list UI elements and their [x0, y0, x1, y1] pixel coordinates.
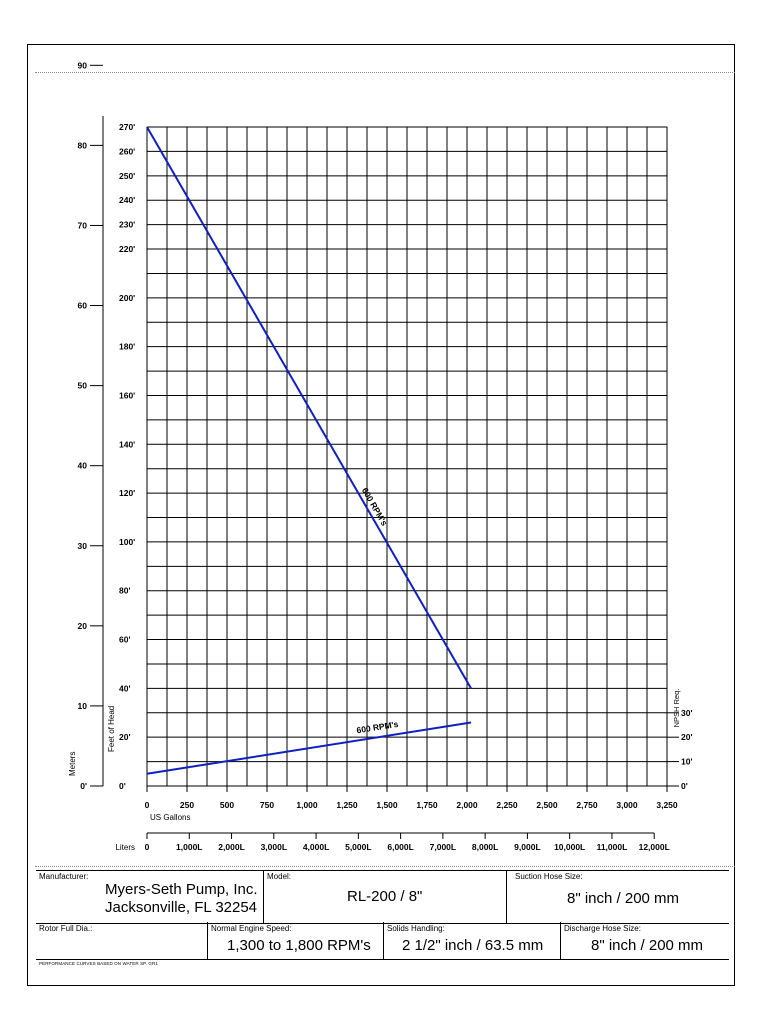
feet-tick-label: 80' — [119, 586, 130, 596]
solids-value: 2 1/2" inch / 63.5 mm — [402, 937, 544, 954]
feet-tick-label: 230' — [119, 220, 135, 230]
discharge-value: 8" inch / 200 mm — [591, 937, 704, 954]
gallons-tick-label: 3,000 — [616, 800, 638, 810]
liters-tick-label: 6,000L — [387, 842, 413, 852]
liters-tick-label: 3,000L — [261, 842, 287, 852]
top-divider — [35, 72, 735, 73]
discharge-label: Discharge Hose Size: — [564, 924, 641, 933]
solids-label: Solids Handling: — [387, 924, 445, 933]
meters-tick-label: 90 — [78, 60, 88, 70]
spec-row-1: Manufacturer: Myers-Seth Pump, Inc. Jack… — [36, 870, 729, 924]
engine-speed-cell: Normal Engine Speed: 1,300 to 1,800 RPM'… — [208, 922, 384, 959]
feet-tick-label: 40' — [119, 683, 130, 693]
feet-tick-label: 0' — [119, 781, 126, 791]
spec-row-3: PERFORMANCE CURVES BASED ON WATER SP. GR… — [36, 959, 729, 977]
liters-tick-label: 10,000L — [554, 842, 585, 852]
gallons-axis-title: US Gallons — [150, 813, 190, 822]
feet-tick-label: 60' — [119, 635, 130, 645]
liters-tick-label: 12,000L — [639, 842, 670, 852]
spec-row-2: Rotor Full Dia.: Normal Engine Speed: 1,… — [36, 922, 729, 960]
liters-tick-label: 8,000L — [472, 842, 498, 852]
meters-axis-title: Meters — [68, 752, 77, 776]
gallons-tick-label: 2,250 — [496, 800, 518, 810]
engine-speed-label: Normal Engine Speed: — [211, 924, 292, 933]
engine-speed-value: 1,300 to 1,800 RPM's — [227, 937, 371, 954]
meters-tick-label: 50 — [78, 381, 88, 391]
bottom-divider — [35, 866, 735, 867]
gallons-tick-label: 1,500 — [376, 800, 398, 810]
meters-tick-label: 10 — [78, 701, 88, 711]
model-label: Model: — [267, 872, 292, 881]
liters-tick-label: 2,000L — [218, 842, 244, 852]
feet-tick-label: 260' — [119, 146, 135, 156]
gallons-tick-label: 1,000 — [296, 800, 318, 810]
model-cell: Model: RL-200 / 8" — [264, 871, 507, 923]
manufacturer-cell: Manufacturer: Myers-Seth Pump, Inc. Jack… — [36, 871, 264, 923]
liters-tick-label: 4,000L — [303, 842, 329, 852]
liters-tick-label: 7,000L — [430, 842, 456, 852]
spec-sheet — [27, 44, 735, 986]
suction-label: Suction Hose Size: — [515, 872, 583, 881]
head-curve-600-rpm — [146, 126, 472, 689]
rotor-cell: Rotor Full Dia.: — [36, 922, 208, 959]
liters-tick-label: 1,000L — [176, 842, 202, 852]
meters-tick-label: 20 — [78, 621, 88, 631]
liters-tick-label: 11,000L — [597, 842, 628, 852]
manufacturer-label: Manufacturer: — [39, 872, 89, 881]
spec-table: Manufacturer: Myers-Seth Pump, Inc. Jack… — [36, 870, 729, 980]
gallons-tick-label: 250 — [180, 800, 194, 810]
solids-cell: Solids Handling: 2 1/2" inch / 63.5 mm — [384, 922, 561, 959]
liters-tick-label: 9,000L — [514, 842, 540, 852]
gallons-tick-label: 2,500 — [536, 800, 558, 810]
liters-tick-label: 5,000L — [345, 842, 371, 852]
gallons-tick-label: 1,750 — [416, 800, 438, 810]
gallons-tick-label: 2,000 — [456, 800, 478, 810]
gallons-tick-label: 2,750 — [576, 800, 598, 810]
meters-tick-label: 40 — [78, 461, 88, 471]
gallons-tick-label: 0 — [145, 800, 150, 810]
npsh-tick-label: 0' — [681, 781, 688, 791]
rotor-label: Rotor Full Dia.: — [39, 924, 93, 933]
npsh-curve-600-rpm — [146, 721, 472, 775]
manufacturer-name: Myers-Seth Pump, Inc. — [105, 881, 258, 898]
meters-tick-label: 70 — [78, 220, 88, 230]
gallons-tick-label: 3,250 — [656, 800, 678, 810]
suction-value: 8" inch / 200 mm — [567, 890, 680, 907]
meters-tick-label: 80 — [78, 140, 88, 150]
npsh-curve-label: 600 RPM's — [356, 719, 399, 736]
feet-tick-label: 100' — [119, 537, 135, 547]
liters-tick-label: 0 — [145, 842, 150, 852]
manufacturer-address: Jacksonville, FL 32254 — [105, 899, 258, 916]
meters-tick-label: 0' — [80, 781, 87, 791]
gallons-tick-label: 1,250 — [336, 800, 358, 810]
npsh-tick-label: 20' — [681, 732, 692, 742]
feet-tick-label: 140' — [119, 439, 135, 449]
feet-of-head-axis-title: Feet of Head — [107, 706, 116, 752]
feet-tick-label: 180' — [119, 342, 135, 352]
npsh-tick-label: 10' — [681, 757, 692, 767]
performance-note: PERFORMANCE CURVES BASED ON WATER SP. GR… — [39, 961, 158, 966]
meters-tick-label: 30 — [78, 541, 88, 551]
suction-cell: Suction Hose Size: 8" inch / 200 mm — [507, 871, 729, 923]
feet-tick-label: 240' — [119, 195, 135, 205]
feet-tick-label: 220' — [119, 244, 135, 254]
npsh-axis-title: NPSH Req. — [672, 689, 681, 728]
liters-axis-title: Liters — [115, 843, 135, 852]
gallons-tick-label: 750 — [260, 800, 274, 810]
feet-tick-label: 270' — [119, 122, 135, 132]
npsh-tick-label: 30' — [681, 708, 692, 718]
feet-tick-label: 200' — [119, 293, 135, 303]
discharge-cell: Discharge Hose Size: 8" inch / 200 mm — [561, 922, 729, 959]
feet-tick-label: 20' — [119, 732, 130, 742]
model-value: RL-200 / 8" — [347, 888, 423, 905]
feet-tick-label: 160' — [119, 390, 135, 400]
meters-tick-label: 60 — [78, 301, 88, 311]
gallons-tick-label: 500 — [220, 800, 234, 810]
feet-tick-label: 120' — [119, 488, 135, 498]
feet-tick-label: 250' — [119, 171, 135, 181]
